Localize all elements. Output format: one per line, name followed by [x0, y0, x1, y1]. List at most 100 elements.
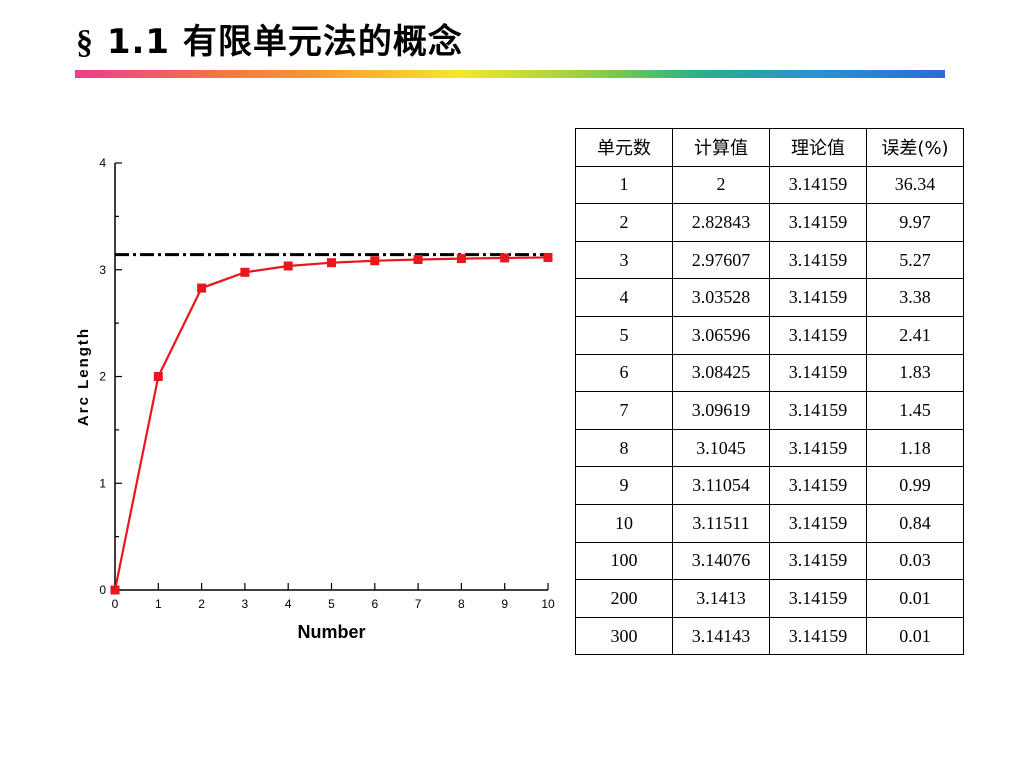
x-tick-label: 0	[112, 597, 119, 611]
header-element-count: 单元数	[575, 128, 673, 167]
results-table: 单元数 计算值 理论值 误差(%) 1 2 3.14159 36.34 2 2.82843…	[575, 128, 964, 656]
table-cell: 3.14159	[769, 278, 867, 317]
table-cell: 3.14076	[672, 541, 770, 581]
table-cell: 3.14159	[769, 240, 867, 280]
table-cell: 200	[575, 579, 673, 618]
table-cell: 3	[575, 240, 673, 280]
table-cell: 3.08425	[672, 353, 770, 393]
data-point	[110, 585, 120, 595]
table-row: 300 3.14143 3.14159 0.01	[575, 616, 964, 656]
data-point	[197, 283, 207, 293]
table-cell: 3.1413	[672, 579, 770, 618]
table-row: 1 2 3.14159 36.34	[575, 165, 964, 205]
data-point	[283, 261, 293, 271]
table-cell: 8	[575, 428, 673, 468]
table-row: 4 3.03528 3.14159 3.38	[575, 278, 964, 317]
section-symbol: §	[76, 24, 94, 61]
x-tick-label: 7	[415, 597, 422, 611]
table-cell: 5	[575, 315, 673, 355]
y-tick-label: 0	[99, 583, 106, 597]
table-cell: 3.11054	[672, 466, 770, 505]
series-line	[113, 256, 549, 591]
table-cell: 3.06596	[672, 315, 770, 355]
table-row: 100 3.14076 3.14159 0.03	[575, 541, 964, 581]
x-tick-label: 1	[155, 597, 162, 611]
table-row: 6 3.08425 3.14159 1.83	[575, 353, 964, 393]
data-point	[370, 256, 380, 266]
y-tick-label: 3	[99, 263, 106, 277]
y-tick-label: 2	[99, 370, 106, 384]
title-text: 1.1 有限单元法的概念	[106, 22, 463, 62]
arc-length-chart: 0 1 2 3 4 5 6 7 8 9 10 0 1 2 3 4 Number Arc Length	[60, 140, 570, 680]
chart-svg: 0 1 2 3 4 5 6 7 8 9 10 0 1 2 3 4 Number Arc Length	[75, 156, 555, 642]
data-point	[327, 258, 336, 268]
table-row: 10 3.11511 3.14159 0.84	[575, 503, 964, 543]
table-row: 3 2.97607 3.14159 5.27	[575, 240, 964, 280]
y-tick-label: 4	[99, 156, 106, 170]
table-cell: 3.14159	[769, 428, 867, 468]
table-body: 1 2 3.14159 36.34 2 2.82843 3.14159 9.97 3 2.9760…	[575, 165, 964, 656]
x-tick-label: 2	[198, 597, 205, 611]
table-header-row: 单元数 计算值 理论值 误差(%)	[575, 128, 964, 167]
table-cell: 3.11511	[672, 503, 770, 543]
header-error-percent: 误差(%)	[866, 128, 964, 167]
table-cell: 2.82843	[672, 203, 770, 242]
data-point	[413, 254, 423, 264]
x-tick-label: 8	[458, 597, 465, 611]
x-tick-label: 4	[285, 597, 292, 611]
table-cell: 1.18	[866, 428, 964, 468]
table-cell: 3.38	[866, 278, 964, 317]
header-theoretical-value: 理论值	[769, 128, 867, 167]
table-cell: 3.14159	[769, 541, 867, 581]
x-tick-label: 5	[328, 597, 335, 611]
y-axis-label: Arc Length	[75, 327, 92, 426]
table-cell: 0.99	[866, 466, 964, 505]
table-row: 9 3.11054 3.14159 0.99	[575, 466, 964, 505]
table-cell: 3.14143	[672, 616, 770, 656]
data-point	[456, 254, 466, 264]
table-row: 8 3.1045 3.14159 1.18	[575, 428, 964, 468]
data-point	[153, 372, 163, 381]
table-cell: 10	[575, 503, 673, 543]
table-cell: 2.97607	[672, 240, 770, 280]
table-cell: 0.01	[866, 579, 964, 618]
x-tick-label: 9	[501, 597, 508, 611]
table-cell: 9.97	[866, 203, 964, 242]
table-cell: 3.14159	[769, 203, 867, 242]
data-point	[543, 252, 553, 262]
table-cell: 300	[575, 616, 673, 656]
table-cell: 0.84	[866, 503, 964, 543]
table-cell: 36.34	[866, 165, 964, 205]
table-cell: 3.09619	[672, 391, 770, 430]
x-axis-label: Number	[297, 622, 365, 642]
table-cell: 6	[575, 353, 673, 393]
table-cell: 9	[575, 466, 673, 505]
rainbow-divider	[75, 70, 945, 78]
x-tick-label: 6	[371, 597, 378, 611]
table-cell: 7	[575, 391, 673, 430]
table-cell: 3.14159	[769, 503, 867, 543]
table-cell: 1.83	[866, 353, 964, 393]
table-cell: 2	[575, 203, 673, 242]
table-row: 5 3.06596 3.14159 2.41	[575, 315, 964, 355]
table-cell: 1	[575, 165, 673, 205]
table-cell: 2	[672, 165, 770, 205]
table-cell: 3.14159	[769, 165, 867, 205]
table-row: 2 2.82843 3.14159 9.97	[575, 203, 964, 242]
table-row: 7 3.09619 3.14159 1.45	[575, 391, 964, 430]
data-point	[240, 267, 250, 277]
table-row: 200 3.1413 3.14159 0.01	[575, 579, 964, 618]
table-cell: 3.14159	[769, 579, 867, 618]
table-cell: 100	[575, 541, 673, 581]
table-cell: 0.01	[866, 616, 964, 656]
table-cell: 3.14159	[769, 391, 867, 430]
x-tick-label: 3	[242, 597, 249, 611]
table-cell: 5.27	[866, 240, 964, 280]
table-cell: 3.14159	[769, 616, 867, 656]
table-cell: 0.03	[866, 541, 964, 581]
table-cell: 3.14159	[769, 353, 867, 393]
table-cell: 3.14159	[769, 315, 867, 355]
table-cell: 2.41	[866, 315, 964, 355]
y-tick-label: 1	[99, 476, 106, 490]
header-computed-value: 计算值	[672, 128, 770, 167]
